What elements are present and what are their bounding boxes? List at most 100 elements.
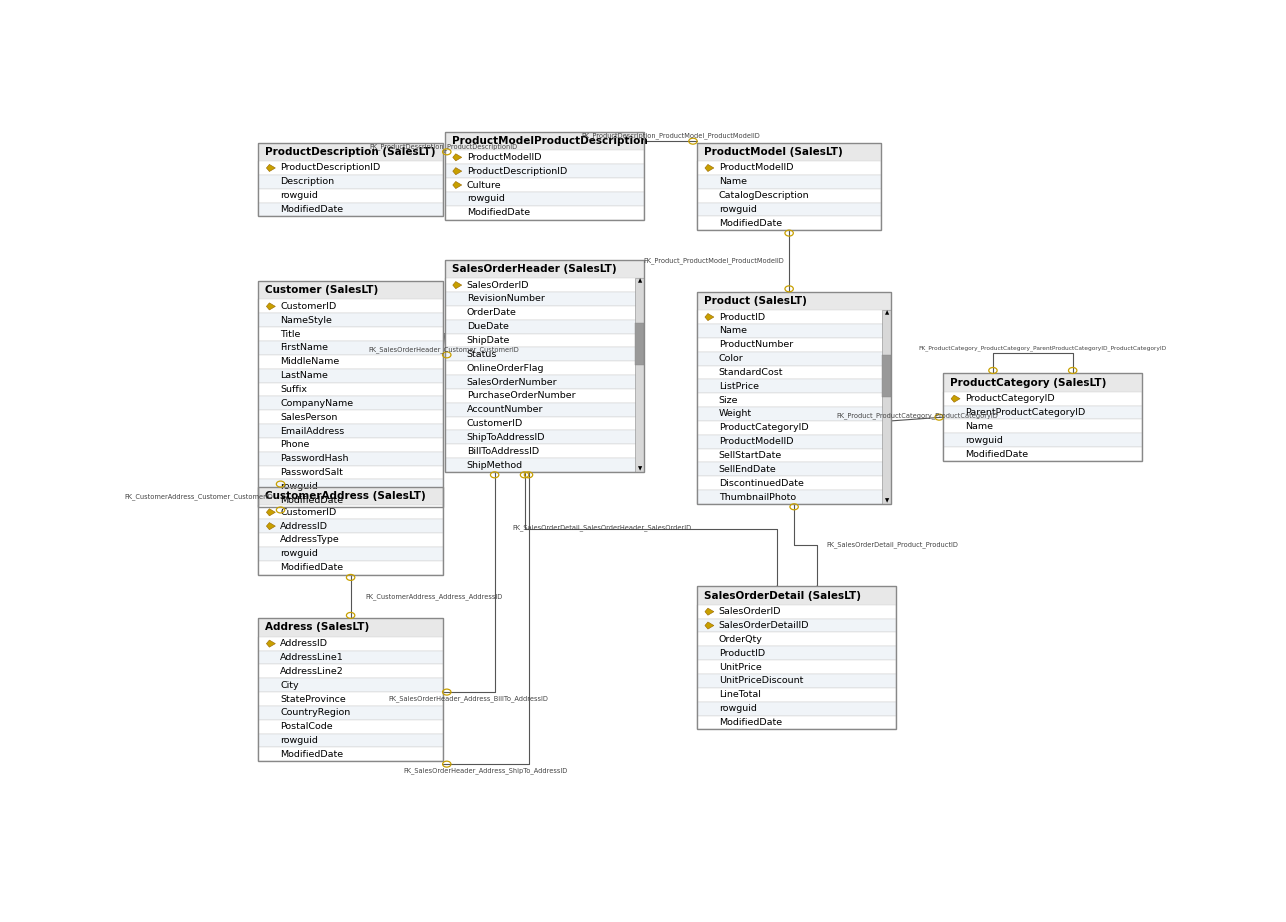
Bar — [943, 447, 1142, 461]
Text: MiddleName: MiddleName — [280, 358, 340, 366]
Text: Culture: Culture — [467, 181, 502, 190]
Bar — [258, 706, 442, 720]
Bar — [697, 161, 881, 175]
Bar — [697, 217, 881, 230]
Bar — [258, 619, 442, 637]
Text: ThumbnailPhoto: ThumbnailPhoto — [719, 492, 796, 502]
Text: PurchaseOrderNumber: PurchaseOrderNumber — [467, 391, 575, 400]
Bar — [697, 435, 891, 449]
Text: SalesPerson: SalesPerson — [280, 413, 338, 421]
Bar — [258, 281, 442, 507]
Text: UnitPrice: UnitPrice — [719, 663, 761, 671]
Bar — [258, 547, 442, 561]
Bar — [258, 637, 442, 651]
Bar — [697, 702, 896, 715]
Text: Name: Name — [719, 177, 747, 186]
Polygon shape — [266, 509, 275, 515]
Bar — [445, 458, 644, 472]
Bar — [697, 291, 891, 504]
Text: rowguid: rowguid — [467, 195, 504, 204]
Bar — [445, 431, 644, 444]
Polygon shape — [453, 154, 462, 160]
Bar — [697, 365, 891, 379]
Bar — [943, 373, 1142, 392]
Bar — [697, 688, 896, 702]
Bar — [258, 410, 442, 424]
Text: Suffix: Suffix — [280, 385, 307, 394]
Text: ShipMethod: ShipMethod — [467, 461, 523, 469]
Bar — [258, 679, 442, 692]
Bar — [697, 407, 891, 420]
Text: ProductModelID: ProductModelID — [467, 153, 541, 162]
Bar — [697, 477, 891, 491]
Polygon shape — [266, 640, 275, 647]
Text: AddressID: AddressID — [280, 522, 328, 531]
Polygon shape — [952, 396, 961, 402]
Text: ▲: ▲ — [638, 278, 642, 284]
Text: FK_ProductDescription_ProductDescriptionID: FK_ProductDescription_ProductDescription… — [370, 143, 518, 149]
Bar — [258, 424, 442, 438]
Bar — [445, 132, 644, 219]
Bar — [445, 348, 644, 361]
Text: OnlineOrderFlag: OnlineOrderFlag — [467, 363, 544, 372]
Text: Size: Size — [719, 396, 738, 405]
Bar — [258, 692, 442, 706]
Text: City: City — [280, 680, 298, 690]
Text: FK_SalesOrderHeader_Address_ShipTo_AddressID: FK_SalesOrderHeader_Address_ShipTo_Addre… — [404, 768, 568, 774]
Bar — [882, 355, 891, 397]
Text: OrderQty: OrderQty — [719, 635, 763, 644]
Text: ProductCategoryID: ProductCategoryID — [719, 423, 809, 432]
Text: ModifiedDate: ModifiedDate — [964, 450, 1029, 458]
Text: FirstName: FirstName — [280, 343, 328, 352]
Text: SalesOrderID: SalesOrderID — [467, 280, 530, 290]
Text: OrderDate: OrderDate — [467, 308, 517, 317]
Bar — [697, 674, 896, 688]
Bar — [258, 313, 442, 327]
Bar — [697, 291, 891, 310]
Bar — [258, 327, 442, 341]
Bar — [445, 320, 644, 334]
Text: RevisionNumber: RevisionNumber — [467, 294, 544, 303]
Bar — [943, 433, 1142, 447]
Bar — [258, 505, 442, 519]
Text: CustomerID: CustomerID — [280, 301, 337, 311]
Bar — [445, 403, 644, 417]
Bar — [258, 175, 442, 189]
Text: ProductCategoryID: ProductCategoryID — [964, 395, 1055, 403]
Bar — [258, 300, 442, 313]
Bar — [258, 438, 442, 452]
Text: ModifiedDate: ModifiedDate — [280, 496, 343, 504]
Text: CountryRegion: CountryRegion — [280, 708, 351, 717]
Text: rowguid: rowguid — [280, 482, 318, 491]
Text: ProductDescription (SalesLT): ProductDescription (SalesLT) — [265, 147, 436, 157]
Bar — [445, 150, 644, 164]
Text: LineTotal: LineTotal — [719, 691, 761, 699]
Text: AddressType: AddressType — [280, 536, 340, 545]
Text: CompanyName: CompanyName — [280, 399, 354, 408]
Text: Status: Status — [467, 349, 498, 359]
Text: rowguid: rowguid — [964, 436, 1003, 444]
Bar — [445, 306, 644, 320]
Bar — [258, 161, 442, 175]
Text: UnitPriceDiscount: UnitPriceDiscount — [719, 677, 804, 685]
Bar — [445, 389, 644, 403]
Bar — [258, 487, 442, 574]
Bar — [697, 324, 891, 337]
Text: rowguid: rowguid — [280, 550, 318, 559]
Text: ProductNumber: ProductNumber — [719, 340, 793, 349]
Polygon shape — [453, 168, 462, 174]
Polygon shape — [705, 313, 714, 321]
Polygon shape — [266, 164, 275, 171]
Bar — [258, 619, 442, 762]
Bar — [697, 203, 881, 217]
Bar — [697, 420, 891, 435]
Text: EmailAddress: EmailAddress — [280, 427, 345, 435]
Text: FK_SalesOrderDetail_SalesOrderHeader_SalesOrderID: FK_SalesOrderDetail_SalesOrderHeader_Sal… — [513, 525, 692, 531]
Text: Phone: Phone — [280, 441, 310, 449]
Bar — [258, 533, 442, 547]
Bar — [258, 189, 442, 203]
Bar — [445, 260, 644, 278]
Bar — [445, 375, 644, 389]
Text: BillToAddressID: BillToAddressID — [467, 447, 539, 455]
Bar — [697, 351, 891, 365]
